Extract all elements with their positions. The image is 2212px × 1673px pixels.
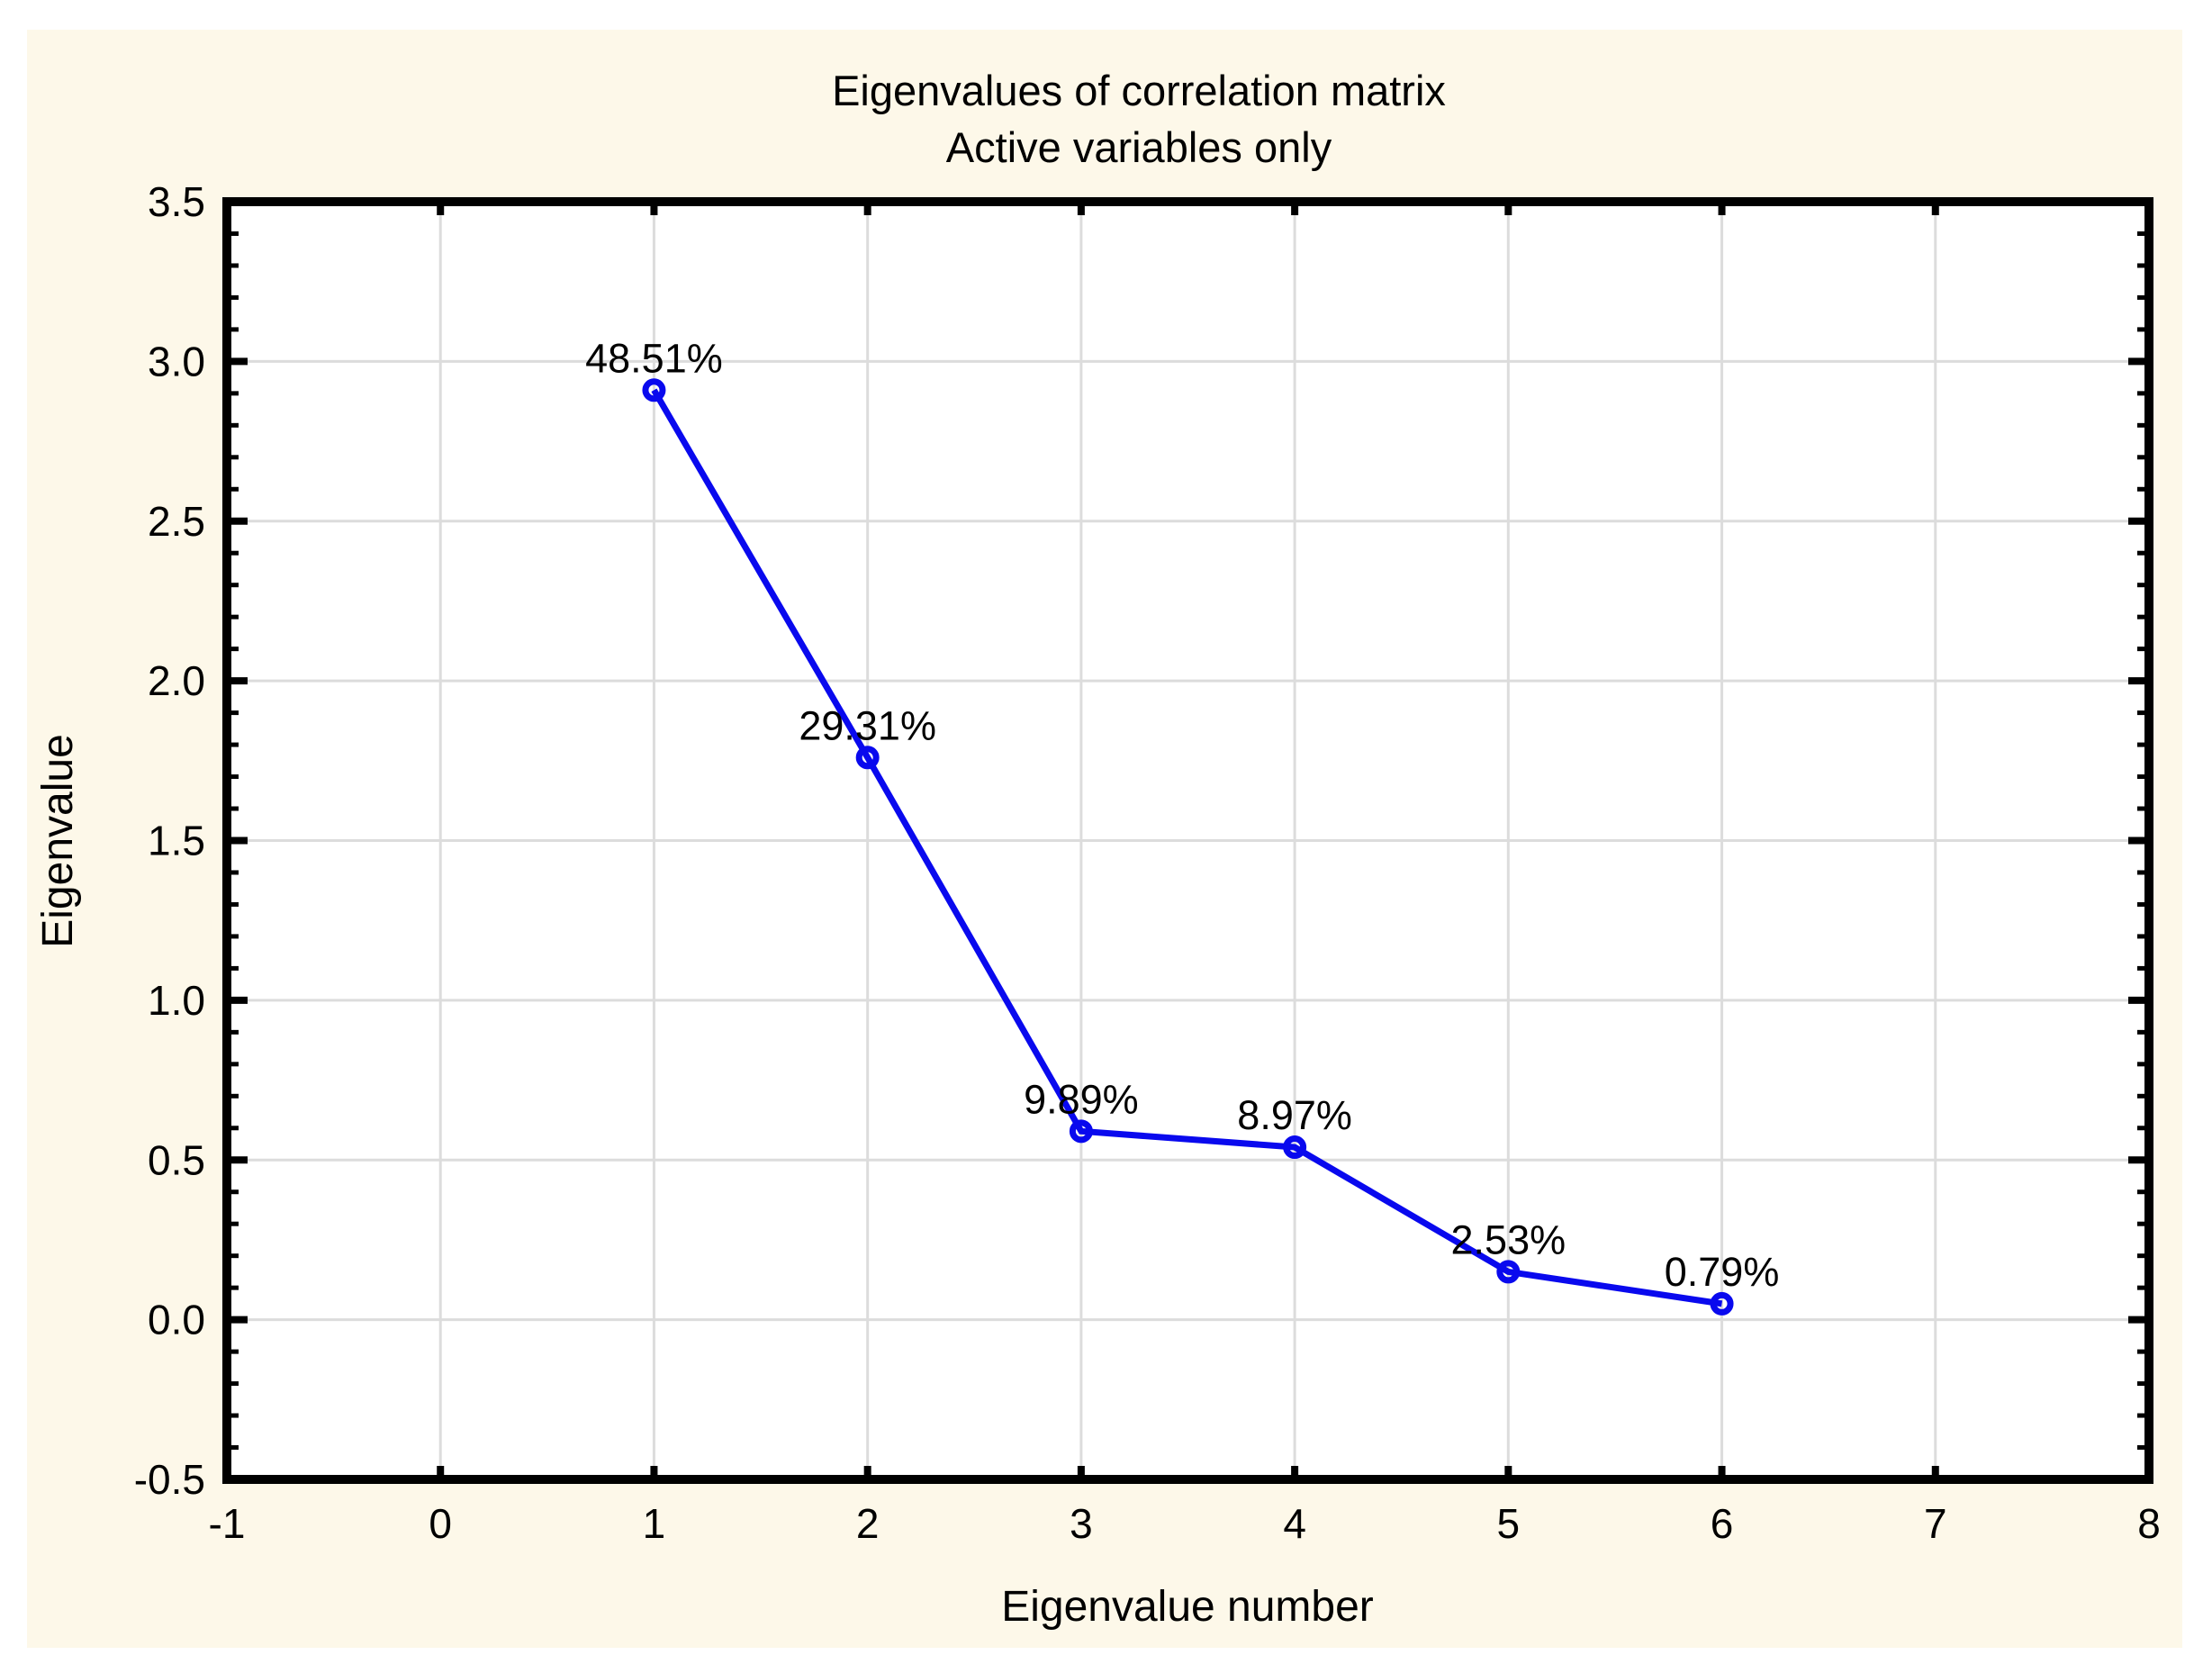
axis-ticks [223,198,2153,1483]
data-point-labels: 48.51% 29.31% 9.89% 8.97% 2.53% 0.79% [585,335,1779,1295]
y-tick-label: 0.0 [148,1297,205,1343]
data-point-label: 9.89% [1024,1076,1139,1122]
data-point-marker [855,746,880,770]
data-point-label: 8.97% [1237,1092,1352,1138]
series-line [651,388,1723,1307]
x-tick-label: 3 [1070,1500,1093,1547]
data-point-marker [642,378,666,402]
data-point-label: 48.51% [585,335,723,381]
y-tick-label: 3.0 [148,338,205,384]
x-tick-label: 1 [643,1500,666,1547]
data-series [642,378,1734,1316]
x-tick-label: 5 [1497,1500,1521,1547]
x-tick-label: 0 [429,1500,452,1547]
data-point-marker [1496,1260,1521,1284]
y-axis-label: Eigenvalue [34,734,82,948]
data-point-label: 29.31% [799,702,936,748]
chart-subtitle: Active variables only [946,123,1332,171]
x-tick-label: -1 [209,1500,246,1547]
x-tick-label: 2 [856,1500,880,1547]
y-tick-label: 0.5 [148,1136,205,1183]
x-axis-label: Eigenvalue number [1001,1583,1374,1631]
data-point-marker [1710,1291,1734,1316]
y-tick-label: 1.5 [148,818,205,864]
x-tick-label: 6 [1711,1500,1734,1547]
y-tick-label: 3.5 [148,178,205,225]
y-tick-label: 2.0 [148,657,205,704]
y-tick-label: 2.5 [148,498,205,545]
y-tick-label: 1.0 [148,977,205,1024]
gridlines [227,202,2149,1479]
x-tick-label: 4 [1283,1500,1306,1547]
tick-labels: -1 0 1 2 3 4 5 6 7 8 -0.5 0.0 0.5 1.0 1.5 2.0 2.5 3.0 3.5 [134,178,2161,1547]
x-tick-label: 8 [2137,1500,2161,1547]
data-point-label: 0.79% [1665,1249,1780,1295]
data-point-marker [1069,1119,1093,1144]
data-point-label: 2.53% [1451,1216,1566,1262]
chart-title: Eigenvalues of correlation matrix [832,67,1446,114]
x-tick-label: 7 [1924,1500,1947,1547]
data-point-marker [1283,1135,1307,1160]
y-tick-label: -0.5 [134,1456,205,1503]
